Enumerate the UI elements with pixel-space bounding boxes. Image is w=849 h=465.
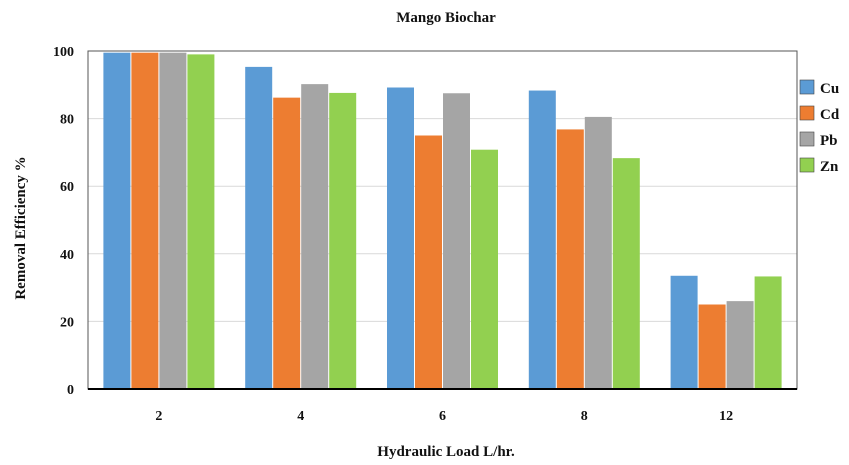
bar-pb-8 bbox=[584, 116, 612, 389]
bar-pb-6 bbox=[443, 93, 470, 389]
x-axis-label: Hydraulic Load L/hr. bbox=[377, 444, 515, 460]
x-tick-label: 2 bbox=[155, 409, 162, 424]
chart-title: Mango Biochar bbox=[396, 10, 496, 26]
bar-cu-6 bbox=[387, 87, 414, 389]
bar-cu-2 bbox=[103, 52, 131, 389]
legend-swatch-cd bbox=[799, 105, 815, 121]
legend-label-cu: Cu bbox=[820, 81, 839, 97]
bar-zn-12 bbox=[754, 276, 782, 389]
legend-swatch-cu bbox=[799, 79, 815, 95]
y-tick-label: 80 bbox=[60, 113, 74, 128]
bar-zn-8 bbox=[612, 158, 640, 389]
y-tick-label: 100 bbox=[53, 45, 74, 60]
x-tick-labels: 2 4 6 8 12 bbox=[155, 409, 733, 424]
bar-pb-2 bbox=[159, 52, 187, 389]
bar-cd-4 bbox=[273, 97, 301, 390]
x-tick-label: 4 bbox=[297, 409, 304, 424]
y-tick-label: 60 bbox=[60, 180, 74, 195]
y-tick-label: 20 bbox=[60, 315, 74, 330]
x-tick-label: 6 bbox=[439, 409, 446, 424]
x-tick-label: 8 bbox=[581, 409, 588, 424]
bar-cd-12 bbox=[698, 304, 726, 389]
legend-swatch-pb bbox=[799, 131, 815, 147]
y-tick-label: 40 bbox=[60, 248, 74, 263]
y-axis-label: Removal Efficiency % bbox=[13, 156, 29, 299]
legend-label-pb: Pb bbox=[820, 133, 838, 149]
bar-cd-6 bbox=[415, 135, 442, 389]
legend: Cu Cd Pb Zn bbox=[799, 79, 840, 175]
y-tick-labels: 0 20 40 60 80 100 bbox=[53, 45, 74, 398]
bar-pb-4 bbox=[301, 84, 329, 390]
bar-zn-2 bbox=[187, 54, 215, 389]
bar-zn-6 bbox=[471, 149, 498, 389]
bar-cu-12 bbox=[670, 275, 698, 389]
y-tick-label: 0 bbox=[67, 383, 74, 398]
bar-cu-4 bbox=[245, 66, 273, 390]
legend-swatch-zn bbox=[799, 157, 815, 173]
bar-cu-8 bbox=[528, 90, 556, 390]
legend-label-cd: Cd bbox=[820, 107, 840, 123]
bar-cd-8 bbox=[556, 129, 584, 389]
legend-label-zn: Zn bbox=[820, 159, 839, 175]
bars bbox=[103, 52, 782, 390]
bar-zn-4 bbox=[329, 92, 357, 390]
bar-cd-2 bbox=[131, 52, 159, 389]
bar-pb-12 bbox=[726, 301, 754, 389]
x-tick-label: 12 bbox=[719, 409, 733, 424]
